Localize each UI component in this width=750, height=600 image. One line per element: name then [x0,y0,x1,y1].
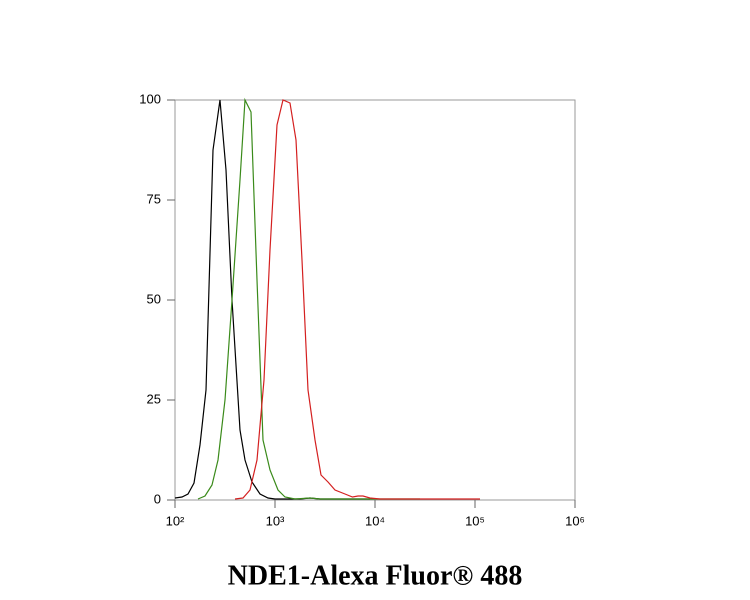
x-tick-label: 10⁶ [565,513,585,528]
x-tick-label: 10⁵ [465,513,485,528]
x-tick-label: 10⁴ [365,513,385,528]
x-tick-label: 10³ [266,513,285,528]
y-tick-label: 75 [147,191,161,206]
plot-frame [174,99,576,501]
y-tick-label: 25 [147,391,161,406]
y-tick-label: 50 [147,291,161,306]
series-line [234,99,480,500]
series-line [174,99,370,500]
y-tick-label: 0 [154,491,161,506]
series-line [197,97,420,500]
x-axis-label: NDE1-Alexa Fluor® 488 [228,560,523,591]
y-tick-label: 100 [139,91,161,106]
x-tick-label: 10² [166,513,185,528]
